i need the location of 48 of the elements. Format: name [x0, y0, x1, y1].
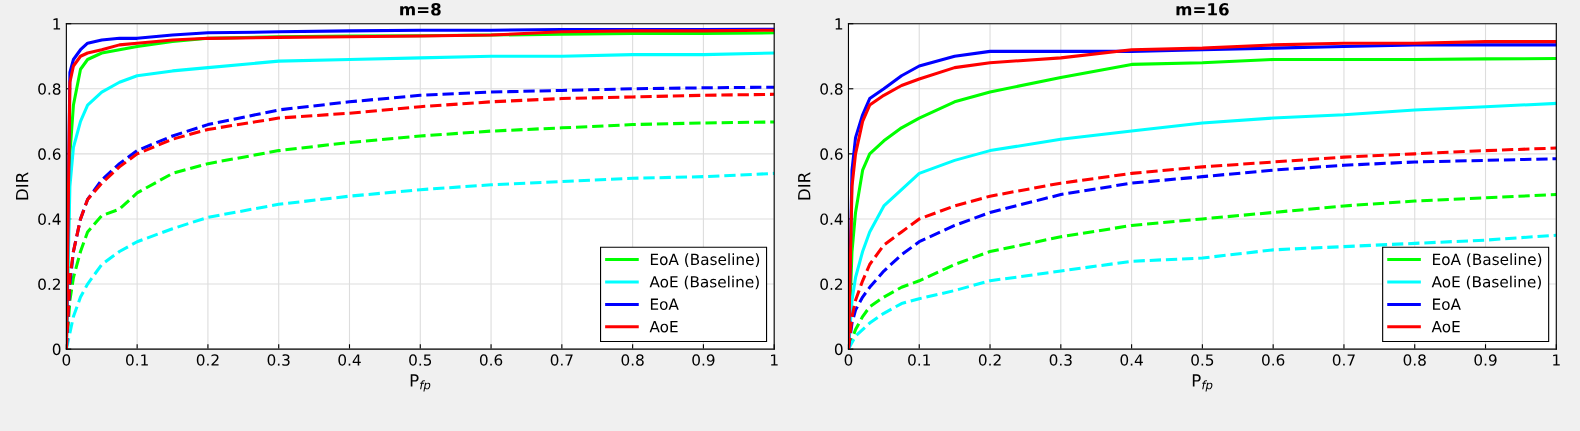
x-tick-label: 0.8 [1403, 354, 1426, 366]
y-tick-label: 0.4 [820, 213, 843, 225]
legend-label: AoE [649, 321, 678, 333]
legend-label: EoA (Baseline) [1433, 253, 1542, 267]
x-tick-label: 0.4 [338, 354, 361, 366]
y-tick-label: 0.6 [820, 148, 843, 160]
x-tick-label: 0 [62, 354, 71, 366]
y-tick-label: 0.8 [820, 83, 843, 95]
x-tick-label: 0.8 [621, 354, 644, 366]
legend-label: EoA [1433, 298, 1461, 310]
legend-label: AoE [1431, 321, 1460, 333]
y-tick-label: 1 [53, 18, 61, 30]
x-tick-label: 0.3 [1049, 354, 1072, 366]
x-tick-label: 0.4 [1120, 354, 1143, 366]
x-tick-label: 0.7 [550, 354, 573, 366]
x-tick-label: 0.2 [196, 354, 219, 366]
x-tick-label: 1 [1553, 354, 1560, 366]
chart-title: m=8 [400, 3, 441, 16]
x-tick-label: 0 [844, 354, 853, 366]
x-tick-label: 0.5 [1191, 354, 1214, 366]
y-tick-label: 0.8 [38, 83, 61, 95]
y-tick-label: 0 [52, 343, 61, 356]
x-axis-title: P$_{fp}$ [1192, 374, 1213, 392]
legend-label: EoA (Baseline) [650, 253, 760, 267]
x-tick-label: 0.9 [1474, 354, 1497, 366]
y-axis-title: DIR [16, 172, 29, 200]
x-tick-label: 0.7 [1332, 354, 1355, 366]
x-tick-label: 0.1 [126, 354, 148, 366]
x-tick-label: 0.6 [479, 354, 503, 366]
x-axis-title: P$_{fp}$ [410, 374, 431, 392]
y-tick-label: 0.2 [820, 278, 843, 291]
x-tick-label: 0.6 [1262, 354, 1285, 366]
x-tick-label: 1 [771, 354, 778, 366]
x-tick-label: 0.1 [908, 354, 930, 366]
x-tick-label: 0.2 [978, 354, 1001, 366]
y-axis-title: DIR [798, 172, 811, 200]
y-tick-label: 0.4 [38, 213, 61, 225]
x-tick-label: 0.3 [267, 354, 290, 366]
y-tick-label: 1 [835, 18, 843, 30]
chart-title: m=16 [1176, 3, 1229, 16]
legend-label: AoE (Baseline) [1431, 275, 1541, 290]
x-tick-label: 0.5 [409, 354, 432, 366]
y-tick-label: 0 [834, 343, 843, 356]
x-tick-label: 0.9 [692, 354, 715, 366]
legend-label: AoE (Baseline) [649, 275, 759, 290]
y-tick-label: 0.6 [38, 148, 61, 160]
y-tick-label: 0.2 [38, 278, 60, 291]
legend-label: EoA [650, 298, 679, 310]
